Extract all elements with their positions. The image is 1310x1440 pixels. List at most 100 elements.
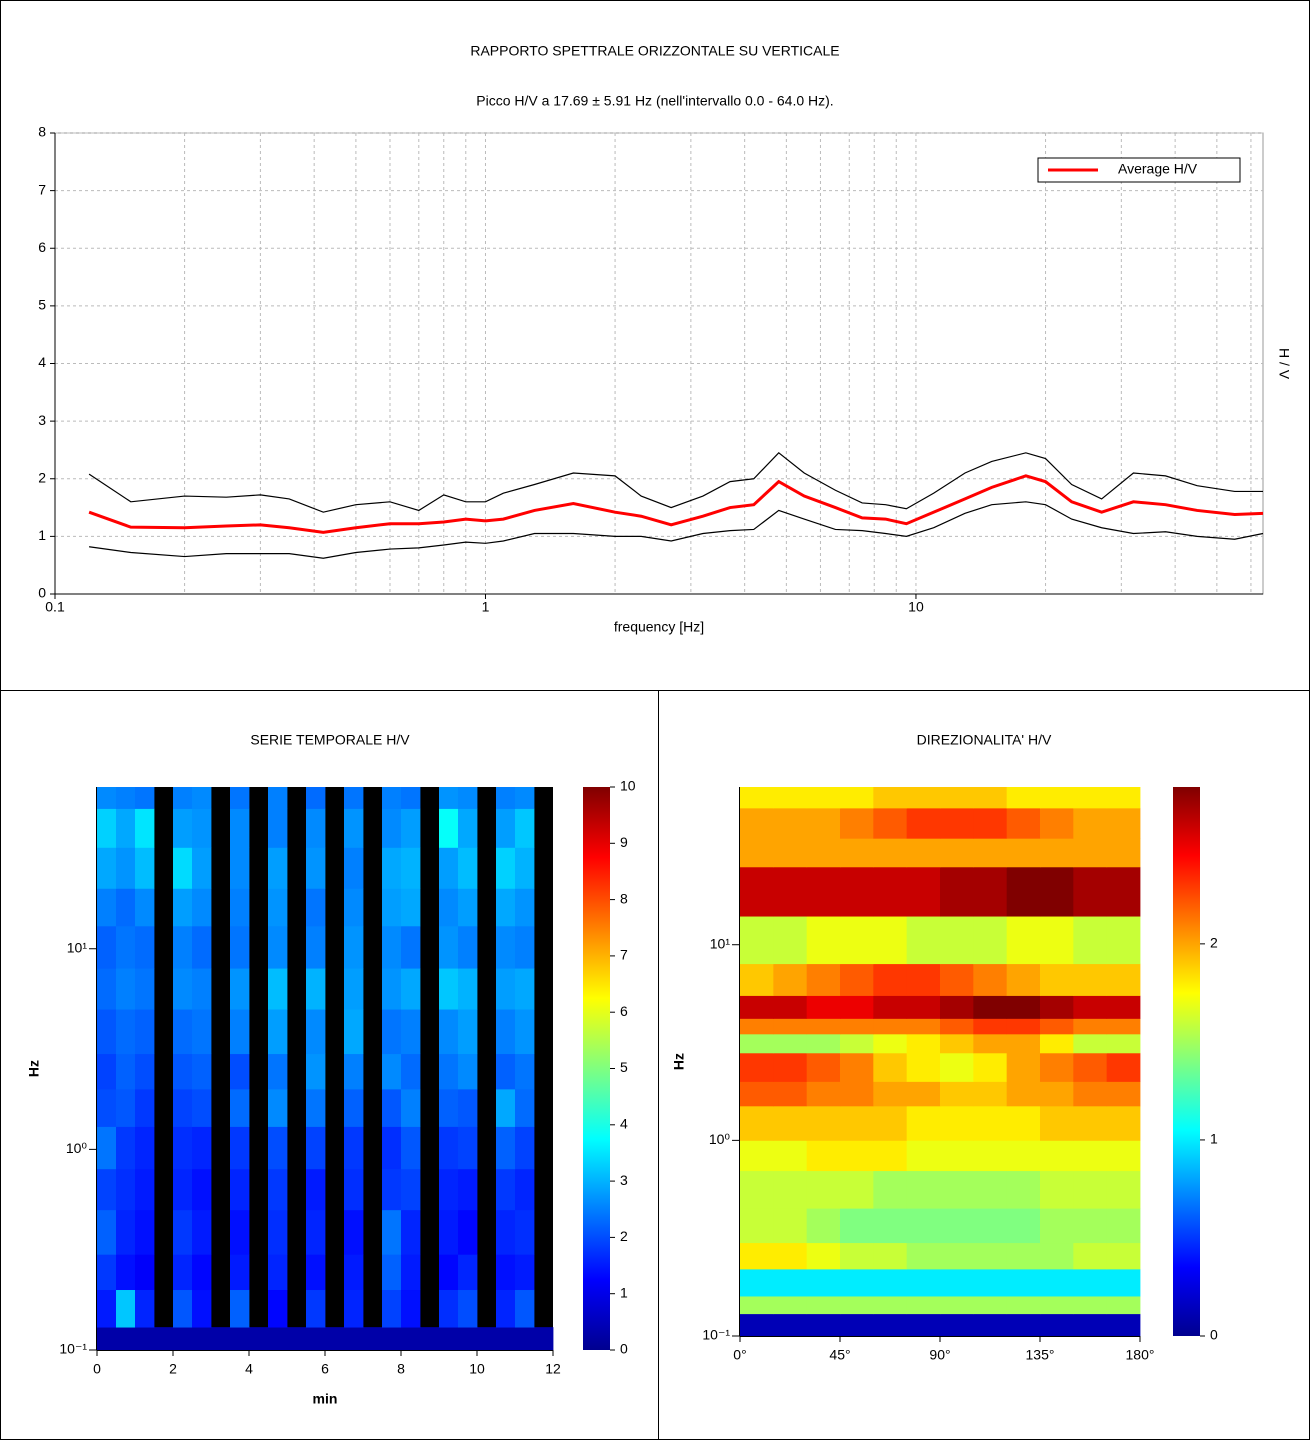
heat-cell (135, 968, 155, 1010)
heat-cell (806, 866, 841, 917)
heat-cell (97, 1126, 117, 1170)
heat-cell (740, 963, 774, 996)
heat-cell (382, 1088, 402, 1127)
heat-cell (268, 1168, 288, 1211)
heat-cell (773, 1081, 808, 1107)
heat-cell (1040, 807, 1074, 839)
heat-cell (287, 1327, 307, 1351)
heat-cell (116, 847, 136, 889)
heat-cell (1106, 787, 1141, 809)
heat-cell (458, 1327, 478, 1351)
heat-cell (496, 1126, 516, 1170)
y-tick-label: 8 (38, 124, 46, 140)
heat-cell (906, 1105, 941, 1141)
heat-cell (496, 1209, 516, 1255)
heat-cell (1073, 1170, 1108, 1209)
heat-cell (1106, 1313, 1141, 1337)
heat-cell (268, 1254, 288, 1291)
heat-cell (873, 916, 908, 965)
heat-cell (1106, 1033, 1141, 1054)
heat-cell (773, 1296, 808, 1315)
heat-cell (773, 1105, 808, 1141)
heat-cell (458, 1289, 478, 1328)
heat-cell (740, 838, 774, 868)
heat-cell (840, 1081, 874, 1107)
heat-cell (1040, 963, 1074, 996)
heat-cell (873, 1296, 908, 1315)
heat-cell (135, 1327, 155, 1351)
heat-cell (306, 888, 326, 927)
heat-cell (344, 1209, 364, 1255)
heat-cell (230, 925, 250, 969)
heat-cell (401, 1009, 421, 1055)
heat-cell (97, 968, 117, 1010)
heat-cell (268, 1126, 288, 1170)
heat-cell (873, 838, 908, 868)
heat-cell (344, 1053, 364, 1090)
heat-cell (306, 1168, 326, 1211)
y-tick-label: 10⁰ (66, 1140, 88, 1156)
heat-cell (268, 888, 288, 927)
heat-cell (873, 1081, 908, 1107)
heat-cell (906, 1170, 941, 1209)
heat-cell (116, 1168, 136, 1211)
heat-cell (773, 1018, 808, 1035)
heat-cell (840, 838, 874, 868)
heat-cell (97, 1009, 117, 1055)
heat-cell (873, 1269, 908, 1297)
heat-cell (116, 1209, 136, 1255)
heat-cell (1040, 1269, 1074, 1297)
heat-cell (740, 1170, 774, 1209)
heat-cell (154, 1327, 174, 1351)
heat-cell (230, 1053, 250, 1090)
heat-cell (906, 916, 941, 965)
heat-cell (1040, 995, 1074, 1019)
y-axis-label: H / V (1276, 348, 1292, 380)
heat-cell (840, 1140, 874, 1172)
heat-cell (173, 1289, 193, 1328)
x-tick-label: 2 (169, 1361, 177, 1377)
heat-cell (906, 1081, 941, 1107)
heat-cell (382, 888, 402, 927)
heat-cell (116, 1289, 136, 1328)
heat-cell (740, 916, 774, 965)
heat-cell (773, 1242, 808, 1270)
heat-cell (515, 968, 535, 1010)
heat-cell (135, 1009, 155, 1055)
heat-cell (1073, 1242, 1108, 1270)
heat-cell (382, 1009, 402, 1055)
heat-cell (1040, 1033, 1074, 1054)
heat-cell (906, 1208, 941, 1244)
heat-cell (1073, 1081, 1108, 1107)
colorbar-tick-label: 2 (620, 1228, 628, 1244)
heat-cell (740, 1105, 774, 1141)
heat-cell (1040, 866, 1074, 917)
heat-cell (192, 1009, 212, 1055)
heat-cell (344, 808, 364, 848)
heat-cell (135, 787, 155, 809)
heat-cell (439, 1088, 459, 1127)
heat-cell (116, 968, 136, 1010)
heat-cell (344, 1289, 364, 1328)
heat-cell (1006, 787, 1041, 809)
heat-cell (173, 847, 193, 889)
heat-cell (1006, 1269, 1041, 1297)
heat-cell (268, 847, 288, 889)
heat-cell (973, 807, 1008, 839)
heat-cell (1073, 1018, 1108, 1035)
heat-cell (306, 968, 326, 1010)
heat-cell (973, 1033, 1008, 1054)
heat-cell (344, 1168, 364, 1211)
heat-cell (344, 1009, 364, 1055)
heat-cell (773, 838, 808, 868)
heat-cell (740, 1018, 774, 1035)
heat-cell (306, 1126, 326, 1170)
heat-cell (230, 1168, 250, 1211)
heat-cell (97, 1327, 117, 1351)
heat-cell (906, 1018, 941, 1035)
heat-cell (1006, 1033, 1041, 1054)
heat-cell (806, 1269, 841, 1297)
heat-cell (1006, 1140, 1041, 1172)
heat-cell (1040, 916, 1074, 965)
